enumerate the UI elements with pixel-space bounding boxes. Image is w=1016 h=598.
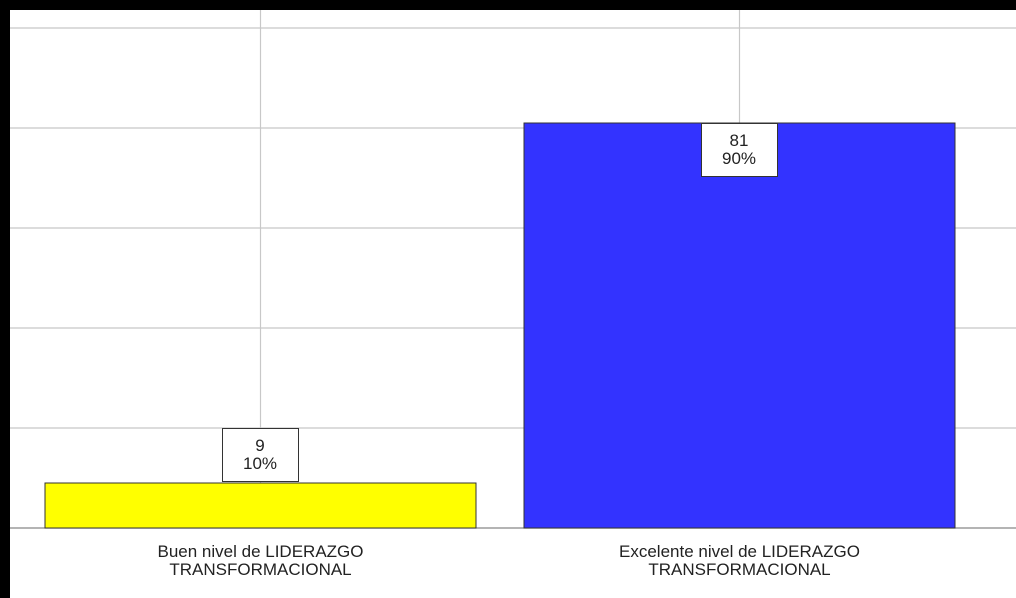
x-tick-label: Excelente nivel de LIDERAZGO TRANSFORMAC…	[619, 542, 860, 579]
percent-label: 90%	[721, 149, 757, 168]
bar	[44, 482, 477, 529]
bar	[523, 122, 956, 529]
frame-top	[0, 0, 1016, 10]
x-tick-label: Buen nivel de LIDERAZGO TRANSFORMACIONAL	[157, 542, 364, 579]
frame-left	[0, 0, 10, 598]
data-label: 9 10%	[221, 428, 299, 482]
value-label: 81	[729, 131, 749, 150]
data-label: 81 90%	[700, 123, 778, 177]
percent-label: 10%	[242, 454, 278, 473]
value-label: 9	[255, 436, 265, 455]
